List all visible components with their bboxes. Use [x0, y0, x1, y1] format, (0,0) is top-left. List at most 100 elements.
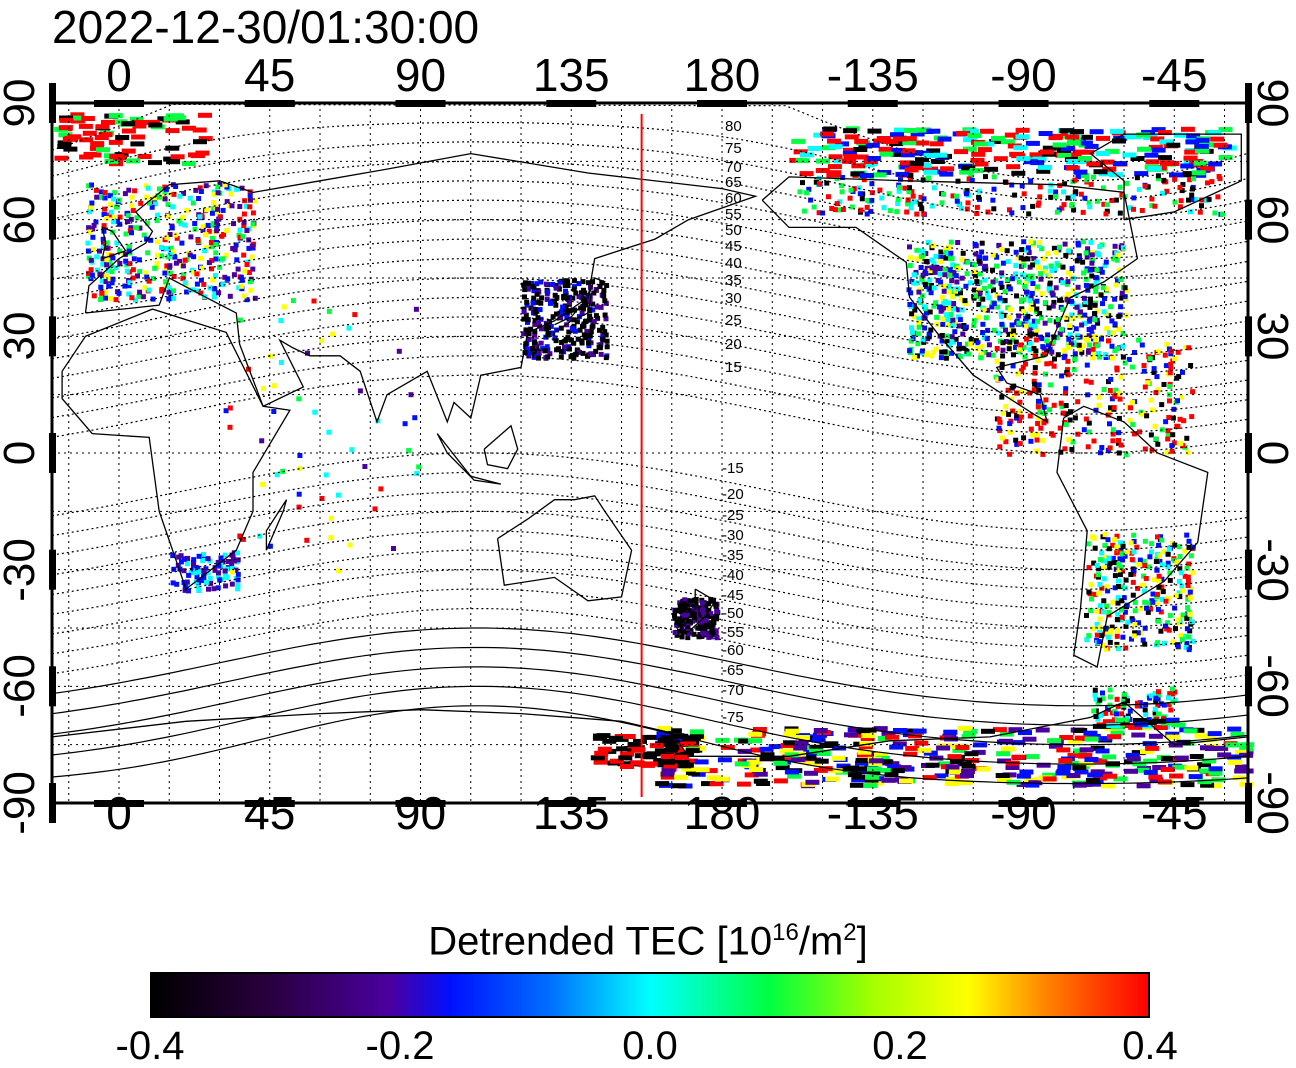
tec-pixel — [1184, 626, 1190, 632]
tec-pixel — [1100, 558, 1106, 564]
tec-pixel — [1170, 432, 1176, 438]
tec-pixel — [981, 728, 995, 734]
tec-pixel — [1113, 387, 1119, 393]
tec-pixel — [919, 248, 925, 254]
tec-pixel — [230, 556, 236, 562]
tec-pixel — [1081, 270, 1087, 276]
tec-pixel — [1047, 317, 1053, 323]
tec-pixel — [907, 263, 913, 268]
tec-pixel — [995, 304, 1001, 310]
tec-pixel — [953, 336, 959, 342]
tec-pixel — [957, 317, 963, 323]
tec-pixel — [966, 176, 972, 182]
tec-pixel — [216, 290, 222, 296]
tec-pixel — [1084, 736, 1099, 742]
tec-pixel — [608, 735, 623, 741]
tec-pixel — [994, 293, 1000, 299]
tec-pixel — [1010, 408, 1016, 414]
tec-pixel — [207, 576, 213, 581]
tec-pixel — [195, 288, 201, 294]
tec-pixel — [1088, 283, 1094, 289]
tec-pixel — [1182, 633, 1188, 639]
tec-pixel — [827, 164, 842, 170]
frame-tick — [847, 100, 898, 107]
tec-pixel — [1005, 259, 1011, 264]
tec-pixel — [212, 565, 218, 571]
tec-pixel — [1134, 171, 1149, 177]
tec-pixel — [182, 222, 188, 228]
tec-pixel — [915, 157, 929, 163]
tec-pixel — [1080, 209, 1086, 215]
frame-tick — [847, 800, 898, 807]
tec-pixel — [1019, 299, 1025, 304]
tec-pixel — [972, 241, 978, 247]
tec-pixel — [1177, 204, 1183, 210]
tec-pixel — [714, 609, 720, 614]
tec-pixel — [1071, 207, 1077, 213]
tec-pixel — [1119, 551, 1125, 557]
tec-pixel — [553, 338, 559, 344]
tec-pixel — [748, 738, 763, 744]
bottom-tick-label: -135 — [826, 787, 919, 839]
tec-pixel — [971, 262, 977, 268]
tec-pixel — [901, 148, 916, 154]
tec-pixel — [1028, 178, 1034, 184]
tec-pixel — [1094, 609, 1100, 615]
tec-pixel — [910, 329, 915, 335]
contour-label: 65 — [725, 174, 742, 191]
tec-pixel — [1093, 280, 1099, 286]
tec-pixel — [1166, 142, 1181, 148]
tec-pixel — [956, 323, 962, 329]
tec-pixel — [1122, 285, 1128, 291]
tec-pixel — [1188, 774, 1203, 780]
tec-pixel — [1028, 438, 1034, 444]
tec-pixel — [241, 293, 247, 299]
tec-pixel — [947, 272, 953, 278]
tec-pixel — [1176, 740, 1191, 746]
tec-pixel — [1130, 592, 1136, 598]
tec-pixel — [1019, 769, 1034, 775]
tec-pixel — [1058, 400, 1064, 406]
tec-pixel — [144, 236, 150, 242]
tec-pixel — [271, 409, 277, 414]
tec-pixel — [1165, 717, 1180, 723]
tec-pixel — [818, 766, 833, 772]
tec-pixel — [1160, 767, 1175, 772]
tec-pixel — [1183, 728, 1198, 734]
tec-pixel — [86, 270, 92, 276]
tec-pixel — [962, 146, 977, 152]
tec-pixel — [1025, 782, 1040, 788]
tec-pixel — [580, 350, 586, 356]
tec-pixel — [1098, 450, 1103, 456]
tec-pixel — [176, 218, 182, 224]
tec-pixel — [1092, 723, 1107, 729]
tec-pixel — [881, 777, 896, 783]
tec-pixel — [869, 181, 875, 187]
tec-pixel — [1183, 345, 1189, 351]
tec-pixel — [1095, 151, 1110, 156]
tec-pixel — [1006, 331, 1012, 337]
tec-pixel — [1177, 566, 1183, 572]
tec-pixel — [180, 276, 186, 282]
tec-pixel — [1053, 250, 1059, 256]
tec-pixel — [1009, 396, 1015, 402]
tec-pixel — [1069, 446, 1075, 452]
tec-pixel — [1164, 188, 1170, 194]
tec-pixel — [1083, 276, 1089, 282]
tec-pixel — [1132, 608, 1138, 614]
tec-pixel — [1199, 197, 1205, 203]
tec-pixel — [1120, 543, 1126, 549]
tec-pixel — [1107, 639, 1113, 645]
tec-pixel — [232, 247, 238, 253]
tec-pixel — [1160, 190, 1165, 196]
tec-pixel — [966, 351, 972, 357]
tec-pixel — [891, 147, 906, 153]
tec-pixel — [136, 294, 142, 299]
tec-pixel — [1088, 239, 1094, 245]
tec-pixel — [144, 274, 150, 280]
tec-pixel — [220, 559, 226, 565]
tec-pixel — [695, 767, 710, 773]
left-tick-label: -60 — [0, 654, 44, 719]
tec-pixel — [112, 190, 118, 196]
tec-pixel — [572, 352, 578, 358]
